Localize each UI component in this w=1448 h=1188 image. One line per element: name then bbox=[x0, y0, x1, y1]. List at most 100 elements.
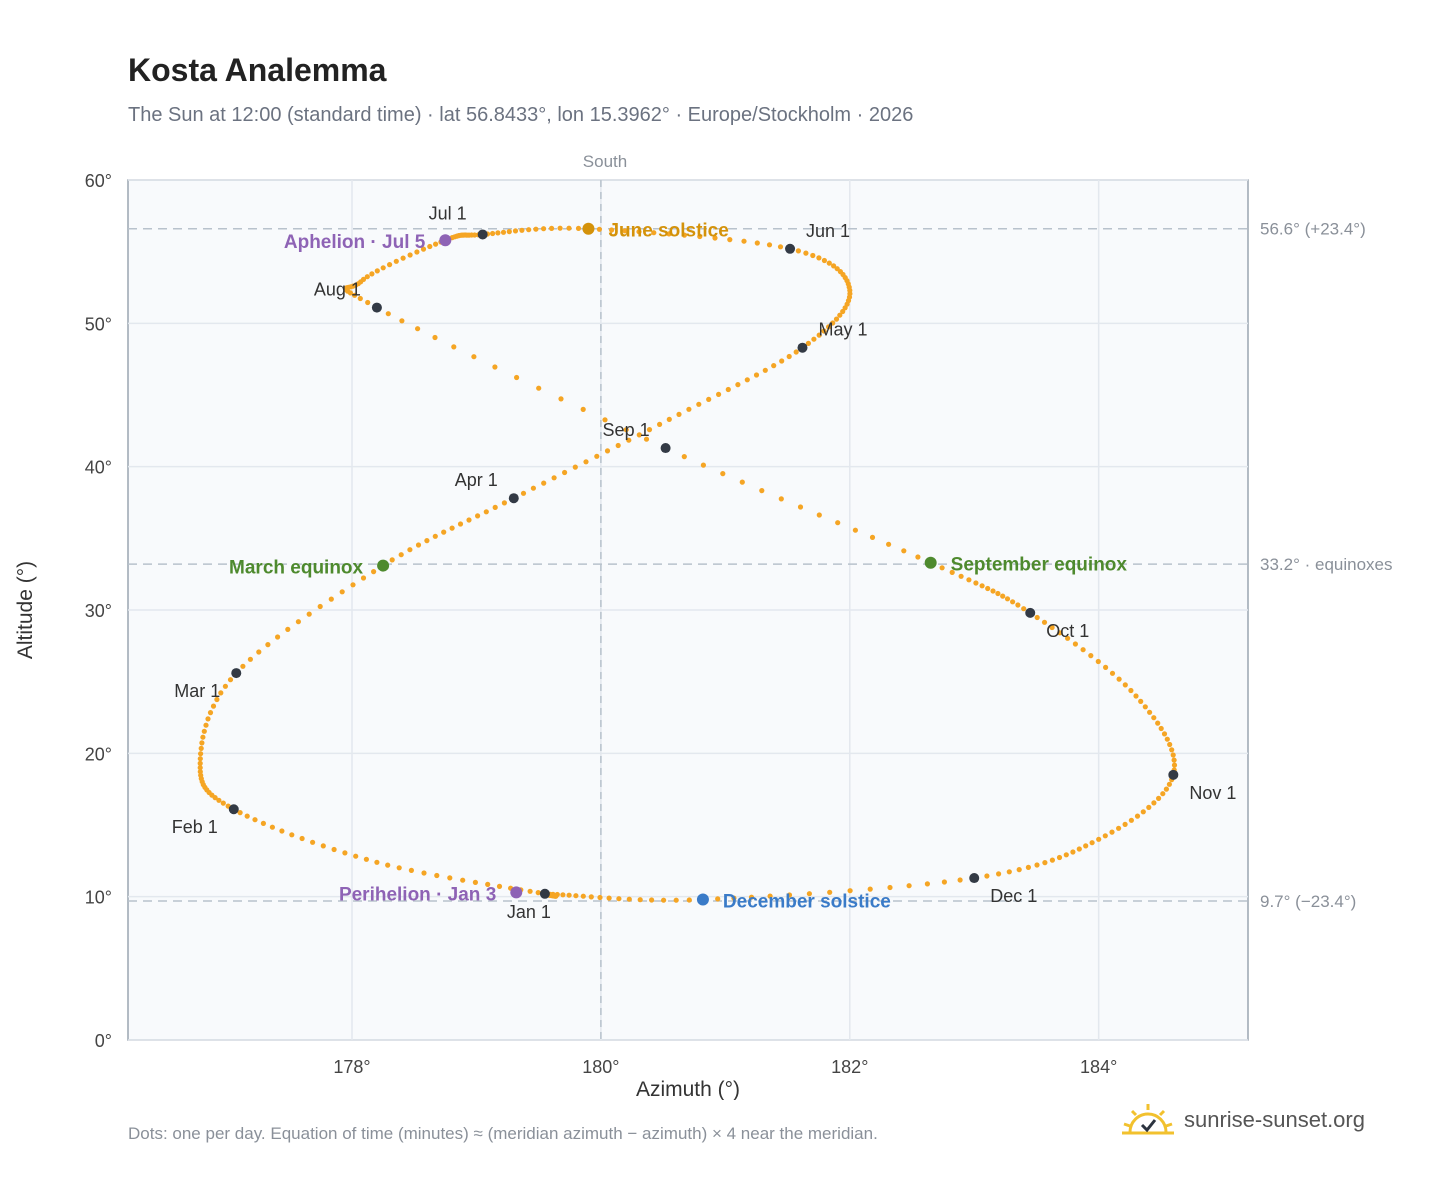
daily-sun-dot bbox=[744, 377, 750, 383]
daily-sun-dot bbox=[1034, 862, 1040, 868]
daily-sun-dot bbox=[514, 374, 520, 381]
daily-sun-dot bbox=[831, 263, 837, 269]
daily-sun-dot bbox=[207, 710, 214, 716]
event-marker bbox=[924, 556, 937, 569]
daily-sun-dot bbox=[495, 230, 501, 236]
month-marker-label: Mar 1 bbox=[174, 681, 220, 701]
daily-sun-dot bbox=[852, 527, 859, 533]
daily-sun-dot bbox=[821, 257, 828, 264]
daily-sun-dot bbox=[1128, 687, 1134, 694]
daily-sun-dot bbox=[1146, 804, 1152, 811]
daily-sun-dot bbox=[697, 233, 703, 240]
y-tick-label: 30° bbox=[85, 601, 112, 621]
event-marker bbox=[510, 886, 523, 899]
x-tick-label: 180° bbox=[582, 1057, 619, 1077]
event-marker bbox=[377, 559, 390, 572]
daily-sun-dot bbox=[626, 896, 632, 902]
daily-sun-dot bbox=[407, 252, 413, 258]
x-tick-label: 184° bbox=[1080, 1057, 1117, 1077]
daily-sun-dot bbox=[833, 316, 840, 322]
daily-sun-dot bbox=[1155, 720, 1161, 726]
daily-sun-dot bbox=[447, 875, 453, 881]
daily-sun-dot bbox=[496, 883, 503, 890]
daily-sun-dot bbox=[408, 867, 414, 874]
daily-sun-dot bbox=[1049, 624, 1055, 631]
daily-sun-dot bbox=[906, 883, 912, 889]
daily-sun-dot bbox=[1057, 630, 1063, 636]
y-tick-label: 40° bbox=[85, 458, 112, 478]
daily-sun-dot bbox=[779, 358, 785, 364]
daily-sun-dot bbox=[835, 520, 841, 526]
daily-sun-dot bbox=[1166, 781, 1172, 787]
daily-sun-dot bbox=[289, 832, 295, 838]
daily-sun-dot bbox=[901, 548, 907, 554]
daily-sun-dot bbox=[198, 745, 204, 752]
daily-sun-dot bbox=[466, 517, 472, 523]
daily-sun-dot bbox=[1096, 836, 1102, 842]
daily-sun-dot bbox=[588, 894, 594, 900]
event-label: Perihelion · Jan 3 bbox=[339, 884, 496, 905]
month-marker-label: Dec 1 bbox=[990, 886, 1037, 906]
daily-sun-dot bbox=[536, 385, 542, 391]
x-tick-label: 178° bbox=[333, 1057, 370, 1077]
daily-sun-dot bbox=[1089, 840, 1095, 846]
daily-sun-dot bbox=[1025, 864, 1031, 871]
daily-sun-dot bbox=[415, 326, 421, 332]
daily-sun-dot bbox=[646, 427, 653, 433]
month-marker bbox=[969, 873, 980, 884]
daily-sun-dot bbox=[1169, 747, 1175, 753]
daily-sun-dot bbox=[279, 828, 285, 834]
daily-sun-dot bbox=[1006, 869, 1012, 875]
daily-sun-dot bbox=[725, 386, 731, 393]
analemma-curve bbox=[197, 225, 1178, 903]
daily-sun-dot bbox=[821, 328, 827, 334]
daily-sun-dot bbox=[1016, 867, 1022, 873]
y-tick-label: 60° bbox=[85, 171, 112, 191]
daily-sun-dot bbox=[830, 320, 836, 326]
month-marker-label: Apr 1 bbox=[455, 470, 498, 490]
daily-sun-dot bbox=[941, 879, 948, 885]
daily-sun-dot bbox=[1041, 619, 1048, 625]
x-axis-label: Azimuth (°) bbox=[636, 1078, 740, 1100]
daily-sun-dot bbox=[1167, 741, 1173, 748]
daily-sun-dot bbox=[1160, 791, 1166, 797]
month-marker-label: Jan 1 bbox=[507, 902, 551, 922]
daily-sun-dot bbox=[205, 716, 211, 722]
daily-sun-dot bbox=[826, 260, 832, 266]
daily-sun-dot bbox=[939, 565, 945, 571]
daily-sun-dot bbox=[686, 406, 692, 412]
month-marker-label: Aug 1 bbox=[314, 280, 361, 300]
event-markers: March equinox September equinox June solst… bbox=[229, 221, 1127, 913]
daily-sun-dot bbox=[793, 349, 799, 355]
daily-sun-dot bbox=[604, 448, 611, 454]
daily-sun-dot bbox=[1010, 599, 1016, 605]
brand[interactable]: sunrise-sunset.org bbox=[1120, 1102, 1365, 1138]
daily-sun-dot bbox=[1128, 817, 1134, 823]
daily-sun-dot bbox=[331, 846, 337, 853]
month-marker-label: May 1 bbox=[818, 320, 867, 340]
daily-sun-dot bbox=[837, 312, 843, 318]
daily-sun-dot bbox=[622, 228, 628, 234]
daily-sun-dot bbox=[583, 459, 589, 465]
y-tick-label: 50° bbox=[85, 314, 112, 334]
daily-sun-dot bbox=[1151, 800, 1157, 806]
daily-sun-dot bbox=[220, 800, 226, 806]
daily-sun-dot bbox=[816, 512, 822, 518]
month-marker bbox=[797, 342, 808, 353]
daily-sun-dot bbox=[1088, 653, 1094, 659]
event-label: March equinox bbox=[229, 558, 364, 579]
daily-sun-dot bbox=[786, 892, 793, 898]
month-marker bbox=[508, 493, 519, 504]
daily-sun-dot bbox=[666, 231, 672, 237]
daily-sun-dot bbox=[1116, 825, 1122, 831]
daily-sun-dot bbox=[777, 244, 784, 250]
daily-sun-dot bbox=[990, 588, 996, 594]
daily-sun-dot bbox=[389, 557, 395, 563]
daily-sun-dot bbox=[385, 862, 391, 868]
daily-sun-dot bbox=[210, 703, 217, 709]
daily-sun-dot bbox=[681, 454, 687, 460]
daily-sun-dot bbox=[460, 877, 466, 883]
daily-sun-dot bbox=[535, 890, 541, 896]
month-marker-label: Jul 1 bbox=[429, 203, 467, 223]
daily-sun-dot bbox=[369, 271, 375, 277]
